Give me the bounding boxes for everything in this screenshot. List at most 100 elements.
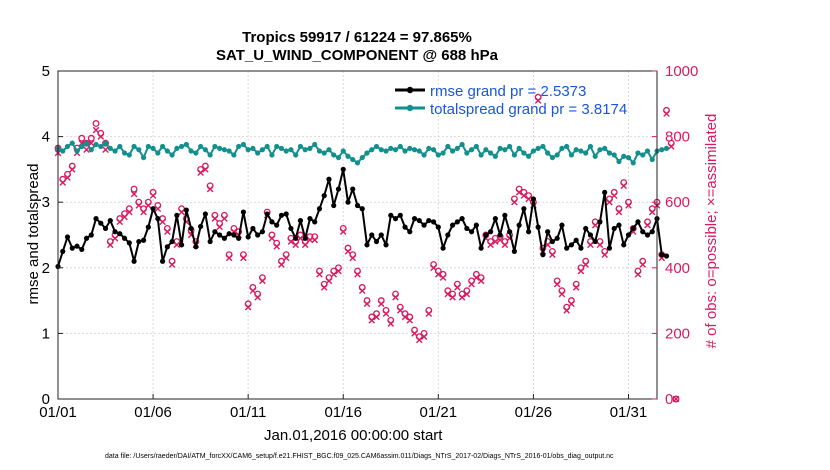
rmse-point bbox=[507, 229, 513, 235]
obs-assimilated-stroke bbox=[387, 320, 395, 327]
obs-assimilated-marker bbox=[306, 236, 314, 244]
obs-assimilated-marker bbox=[648, 208, 656, 216]
obs-assimilated-marker bbox=[487, 241, 494, 249]
rmse-point bbox=[264, 211, 270, 217]
rmse-point bbox=[459, 216, 465, 222]
rmse-point bbox=[183, 207, 189, 213]
obs-assimilated-stroke bbox=[244, 303, 252, 311]
y-right-tick-label: 0 bbox=[665, 391, 673, 408]
rmse-point bbox=[255, 232, 261, 238]
totalspread-point bbox=[454, 145, 460, 152]
totalspread-point bbox=[602, 145, 608, 152]
obs-assimilated-stroke bbox=[558, 290, 566, 298]
totalspread-point bbox=[217, 145, 223, 152]
rmse-point bbox=[283, 211, 289, 217]
obs-assimilated-marker bbox=[92, 126, 100, 134]
obs-assimilated-stroke bbox=[411, 330, 418, 337]
totalspread-point bbox=[383, 148, 389, 154]
obs-assimilated-marker bbox=[173, 241, 181, 249]
obs-assimilated-stroke bbox=[140, 208, 147, 216]
totalspread-point bbox=[392, 147, 399, 153]
obs-assimilated-stroke bbox=[358, 287, 366, 295]
obs-assimilated-stroke bbox=[639, 261, 647, 268]
totalspread-point bbox=[364, 150, 370, 156]
rmse-point bbox=[516, 222, 522, 228]
totalspread-point bbox=[649, 156, 655, 163]
obs-assimilated-marker bbox=[130, 190, 138, 198]
obs-assimilated-marker bbox=[401, 313, 409, 321]
totalspread-point bbox=[202, 147, 208, 153]
obs-assimilated-marker bbox=[368, 316, 376, 324]
totalspread-point bbox=[435, 152, 441, 158]
obs-assimilated-marker bbox=[416, 336, 423, 344]
obs-assimilated-stroke bbox=[68, 166, 76, 173]
totalspread-point bbox=[326, 147, 332, 153]
obs-assimilated-marker bbox=[164, 228, 171, 236]
obs-assimilated-marker bbox=[259, 277, 266, 285]
y-axis-label-right: # of obs: o=possible; ×=assimilated bbox=[703, 114, 720, 349]
rmse-point bbox=[383, 242, 389, 248]
obs-assimilated-stroke bbox=[620, 182, 628, 190]
obs-assimilated-marker bbox=[316, 271, 323, 278]
totalspread-point bbox=[421, 152, 427, 158]
obs-assimilated-marker bbox=[349, 254, 357, 262]
obs-assimilated-marker bbox=[430, 264, 437, 272]
obs-assimilated-marker bbox=[344, 248, 352, 255]
totalspread-point bbox=[79, 143, 85, 150]
rmse-point bbox=[83, 235, 90, 241]
obs-assimilated-marker bbox=[591, 221, 599, 229]
legend-spread-label: totalspread grand pr = 3.8174 bbox=[430, 101, 627, 118]
obs-assimilated-marker bbox=[644, 221, 651, 229]
totalspread-point bbox=[60, 148, 66, 154]
rmse-point bbox=[464, 225, 470, 232]
totalspread-point bbox=[473, 143, 479, 150]
obs-assimilated-stroke bbox=[416, 336, 423, 344]
totalspread-point bbox=[74, 148, 80, 154]
totalspread-point bbox=[240, 141, 247, 148]
totalspread-point bbox=[402, 148, 408, 154]
rmse-point bbox=[193, 244, 199, 250]
obs-assimilated-marker bbox=[301, 241, 309, 249]
obs-assimilated-marker bbox=[606, 198, 613, 206]
rmse-point bbox=[212, 229, 218, 235]
obs-possible-marker bbox=[83, 139, 90, 147]
totalspread-point bbox=[445, 143, 451, 150]
obs-assimilated-marker bbox=[610, 192, 618, 199]
totalspread-point bbox=[540, 143, 546, 150]
rmse-point bbox=[350, 186, 356, 192]
rmse-point bbox=[226, 231, 232, 237]
x-tick-label: 01/06 bbox=[134, 404, 172, 421]
totalspread-point bbox=[502, 147, 508, 153]
series-lines bbox=[55, 140, 670, 270]
obs-assimilated-marker bbox=[126, 208, 133, 216]
totalspread-point bbox=[416, 148, 422, 154]
totalspread-point bbox=[378, 147, 384, 153]
obs-assimilated-marker bbox=[363, 300, 371, 308]
obs-assimilated-stroke bbox=[216, 223, 223, 231]
rmse-point bbox=[535, 224, 541, 230]
obs-assimilated-stroke bbox=[667, 143, 675, 150]
rmse-point bbox=[583, 225, 589, 232]
rmse-point bbox=[559, 222, 565, 228]
obs-assimilated-stroke bbox=[159, 218, 166, 226]
rmse-point bbox=[388, 212, 394, 218]
obs-assimilated-marker bbox=[287, 238, 295, 245]
totalspread-point bbox=[207, 152, 213, 158]
obs-assimilated-marker bbox=[377, 300, 385, 308]
totalspread-point bbox=[663, 145, 670, 152]
obs-assimilated-marker bbox=[458, 294, 466, 301]
obs-assimilated-marker bbox=[159, 218, 166, 226]
obs-assimilated-marker bbox=[121, 213, 128, 221]
obs-assimilated-marker bbox=[135, 202, 143, 209]
totalspread-point bbox=[231, 152, 237, 158]
obs-assimilated-stroke bbox=[487, 241, 494, 249]
chart-title-line1: Tropics 59917 / 61224 = 97.865% bbox=[242, 29, 472, 46]
totalspread-point bbox=[659, 147, 665, 153]
rmse-point bbox=[497, 232, 503, 238]
obs-assimilated-stroke bbox=[59, 179, 67, 186]
x-tick-label: 01/31 bbox=[610, 404, 648, 421]
totalspread-point bbox=[635, 150, 641, 156]
obs-assimilated-stroke bbox=[420, 333, 428, 340]
obs-assimilated-marker bbox=[572, 284, 580, 291]
totalspread-point bbox=[221, 147, 227, 153]
